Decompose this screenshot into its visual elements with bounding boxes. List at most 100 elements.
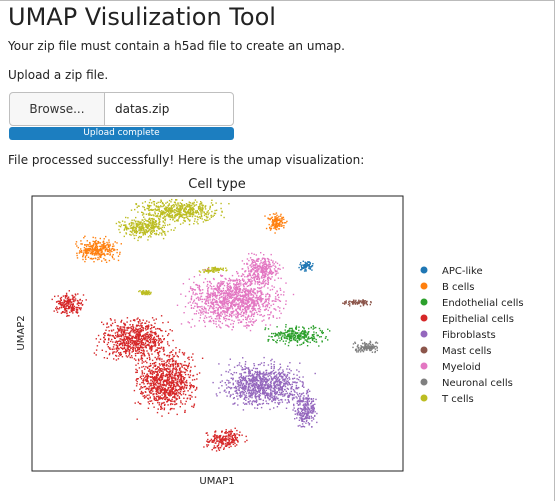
data-point — [140, 335, 143, 338]
data-point — [95, 349, 98, 351]
data-point — [249, 318, 251, 320]
data-point — [134, 342, 137, 344]
data-point — [153, 326, 156, 328]
data-point — [132, 230, 134, 232]
data-point — [141, 231, 143, 234]
data-point — [71, 307, 73, 310]
data-point — [146, 377, 149, 379]
data-point — [153, 226, 156, 228]
data-point — [159, 328, 161, 330]
data-point — [126, 347, 128, 349]
data-point — [176, 355, 178, 357]
data-point — [214, 438, 216, 440]
data-point — [148, 342, 151, 344]
file-name-field[interactable]: datas.zip — [104, 92, 234, 126]
data-point — [158, 358, 160, 360]
data-point — [72, 308, 74, 311]
data-point — [134, 329, 136, 332]
data-point — [156, 379, 159, 381]
data-point — [166, 206, 169, 209]
data-point — [250, 266, 252, 268]
data-point — [96, 251, 98, 254]
data-point — [214, 310, 216, 312]
data-point — [171, 210, 174, 213]
data-point — [159, 368, 161, 370]
data-point — [166, 364, 168, 366]
data-point — [173, 400, 175, 403]
data-point — [175, 366, 177, 368]
data-point — [139, 383, 141, 386]
data-point — [164, 211, 167, 214]
data-point — [136, 380, 138, 383]
data-point — [252, 294, 255, 296]
data-point — [214, 431, 216, 433]
data-point — [246, 302, 248, 304]
data-point — [155, 371, 157, 373]
data-point — [148, 403, 150, 405]
data-point — [176, 219, 178, 221]
data-point — [260, 314, 262, 316]
data-point — [238, 304, 240, 306]
data-point — [257, 283, 259, 285]
data-point — [201, 212, 203, 214]
data-point — [241, 314, 244, 317]
data-point — [115, 344, 117, 346]
data-point — [267, 281, 270, 284]
data-point — [115, 340, 118, 342]
data-point — [219, 300, 221, 302]
data-point — [146, 357, 148, 360]
data-point — [221, 290, 223, 293]
data-point — [132, 335, 134, 338]
data-point — [249, 280, 251, 283]
data-point — [221, 440, 223, 442]
data-point — [201, 204, 203, 207]
data-point — [210, 305, 212, 307]
data-point — [226, 289, 228, 291]
data-point — [253, 321, 255, 323]
data-point — [150, 370, 152, 372]
data-point — [141, 225, 143, 227]
data-point — [147, 213, 150, 215]
data-point — [227, 298, 229, 300]
data-point — [237, 288, 239, 291]
data-point — [273, 308, 275, 310]
data-point — [126, 337, 128, 339]
data-point — [134, 336, 137, 338]
data-point — [171, 388, 173, 391]
data-point — [222, 287, 225, 290]
data-point — [221, 210, 223, 213]
data-point — [177, 377, 179, 380]
data-point — [185, 364, 188, 367]
data-point — [164, 233, 166, 235]
data-point — [185, 369, 188, 371]
data-point — [267, 258, 270, 260]
data-point — [236, 299, 239, 302]
data-point — [249, 292, 252, 294]
data-point — [81, 243, 83, 245]
data-point — [265, 279, 267, 282]
data-point — [150, 332, 152, 334]
browse-button[interactable]: Browse... — [9, 92, 105, 126]
data-point — [148, 345, 150, 347]
data-point — [135, 223, 137, 225]
data-point — [221, 283, 224, 285]
data-point — [256, 292, 259, 294]
data-point — [257, 272, 259, 275]
data-point — [247, 295, 250, 297]
data-point — [127, 326, 129, 329]
data-point — [225, 278, 227, 280]
data-point — [259, 287, 261, 289]
data-point — [279, 221, 281, 223]
data-point — [274, 226, 276, 228]
data-point — [227, 292, 229, 294]
data-point — [216, 268, 218, 271]
data-point — [175, 399, 177, 401]
data-point — [85, 249, 88, 252]
data-point — [192, 385, 194, 387]
data-point — [217, 282, 220, 285]
data-point — [226, 303, 228, 305]
data-point — [180, 215, 182, 217]
data-point — [140, 337, 143, 339]
data-point — [147, 225, 150, 227]
data-point — [204, 308, 206, 310]
